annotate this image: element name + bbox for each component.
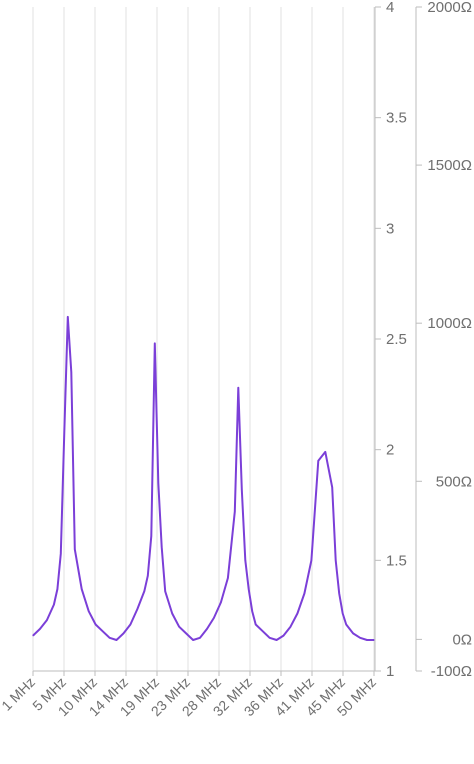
data-point xyxy=(241,488,243,491)
y-tick-label-5: 3.5 xyxy=(386,110,407,127)
y-tick-labels: 1 1.5 2 2.5 3 3.5 4 xyxy=(386,0,407,680)
secondary-y-tick-labels: -100Ω 0Ω 500Ω 1000Ω 1500Ω 2000Ω xyxy=(427,0,472,680)
data-point xyxy=(213,617,215,619)
data-point xyxy=(192,639,194,641)
data-point xyxy=(32,635,34,637)
data-point xyxy=(234,511,236,513)
data-point xyxy=(53,604,55,606)
y-tick-label-3: 2.5 xyxy=(386,331,407,348)
data-point xyxy=(310,559,312,561)
data-point xyxy=(70,371,72,373)
axes xyxy=(32,6,422,676)
data-point xyxy=(56,588,59,590)
data-point xyxy=(359,637,361,639)
data-point xyxy=(262,630,264,632)
x-tick-label-0: 1 MHz xyxy=(0,674,38,714)
data-point xyxy=(63,431,65,433)
y2-tick-label-3: 1000Ω xyxy=(427,315,472,332)
data-point xyxy=(220,601,222,604)
data-point xyxy=(338,592,340,595)
y2-tick-label-4: 1500Ω xyxy=(427,157,472,174)
data-point xyxy=(324,451,326,453)
y-tick-label-6: 4 xyxy=(386,0,394,16)
data-point xyxy=(276,639,278,641)
data-point xyxy=(136,608,138,610)
series-line-0 xyxy=(32,315,374,641)
data-point xyxy=(122,632,125,635)
data-point xyxy=(102,630,104,632)
data-point xyxy=(255,623,257,626)
data-point xyxy=(352,632,354,635)
data-point xyxy=(373,639,375,641)
data-point xyxy=(282,635,285,637)
data-point xyxy=(39,628,41,630)
data-point xyxy=(81,588,83,590)
y2-tick-label-0: -100Ω xyxy=(431,663,472,680)
data-point xyxy=(67,316,69,318)
data-point xyxy=(143,590,145,592)
data-point xyxy=(335,559,337,561)
data-point xyxy=(129,623,131,626)
data-point xyxy=(248,588,250,590)
data-point xyxy=(331,486,333,488)
data-point xyxy=(345,623,347,626)
data-point xyxy=(178,626,180,628)
data-point xyxy=(303,592,305,595)
data-point xyxy=(95,623,97,626)
data-point xyxy=(157,482,159,484)
y-tick-label-0: 1 xyxy=(386,663,394,680)
gridlines xyxy=(32,7,375,671)
data-point xyxy=(115,639,118,641)
y-tick-label-1: 1.5 xyxy=(386,552,407,569)
y2-tick-label-2: 500Ω xyxy=(436,473,472,490)
y-tick-label-4: 3 xyxy=(386,220,394,237)
data-point xyxy=(46,619,48,621)
data-point xyxy=(237,387,239,389)
series-layer xyxy=(32,315,375,641)
data-point xyxy=(269,637,271,639)
data-point xyxy=(154,342,156,344)
data-point xyxy=(244,559,246,561)
data-point xyxy=(317,460,319,462)
data-point xyxy=(206,628,208,630)
y2-tick-label-5: 2000Ω xyxy=(427,0,472,16)
data-point xyxy=(74,548,76,550)
data-point xyxy=(251,610,253,612)
data-point xyxy=(227,577,229,579)
data-point xyxy=(88,610,90,612)
data-point xyxy=(147,575,149,577)
data-point xyxy=(60,553,62,555)
data-point xyxy=(199,637,201,639)
data-point xyxy=(185,632,187,635)
data-point xyxy=(150,535,152,537)
data-point xyxy=(342,612,344,615)
y2-tick-label-1: 0Ω xyxy=(452,631,472,648)
data-point xyxy=(109,637,111,639)
data-point xyxy=(164,590,166,592)
data-point xyxy=(161,546,163,548)
data-point xyxy=(171,612,173,615)
data-point xyxy=(289,626,292,628)
data-point xyxy=(296,612,298,615)
data-point xyxy=(366,639,368,641)
y-tick-label-2: 2 xyxy=(386,442,394,459)
